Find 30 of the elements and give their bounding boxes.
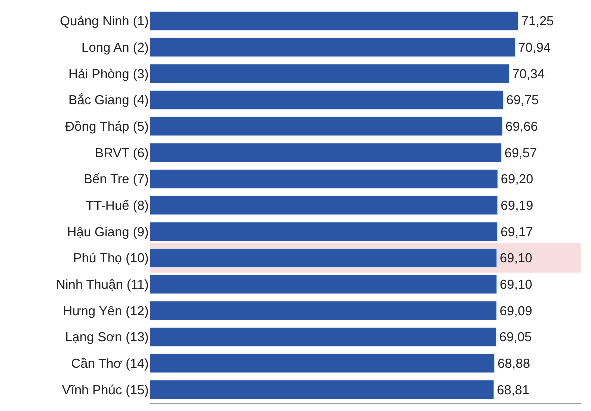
y-tick-label: Hải Phòng (3) bbox=[68, 66, 149, 82]
data-label: 69,10 bbox=[500, 250, 533, 266]
data-label: 69,75 bbox=[506, 92, 540, 108]
data-label: 68,88 bbox=[498, 356, 530, 371]
y-tick-label: Quảng Ninh (1) bbox=[60, 14, 149, 29]
y-tick-label: Đồng Tháp (5) bbox=[65, 119, 149, 134]
y-tick-label: Vĩnh Phúc (15) bbox=[62, 382, 149, 398]
data-label: 69,19 bbox=[500, 198, 534, 213]
y-tick-label: BRVT (6) bbox=[95, 145, 149, 160]
y-tick-label: Ninh Thuận (11) bbox=[56, 277, 149, 292]
data-label: 69,05 bbox=[500, 330, 532, 345]
data-label: 69,20 bbox=[501, 172, 534, 187]
y-tick-label: Cần Thơ (14) bbox=[71, 356, 149, 372]
y-tick-label: Bắc Giang (4) bbox=[68, 92, 149, 108]
y-tick-label: Hưng Yên (12) bbox=[63, 303, 149, 318]
data-label: 71,25 bbox=[522, 14, 554, 29]
y-tick-label: Bến Tre (7) bbox=[84, 172, 149, 187]
data-label: 69,57 bbox=[504, 145, 538, 160]
data-label: 69,10 bbox=[500, 277, 533, 292]
data-label: 69,66 bbox=[506, 119, 538, 134]
y-tick-label: TT-Huế (8) bbox=[86, 198, 149, 214]
data-label: 68,81 bbox=[497, 382, 530, 398]
y-tick-label: Lạng Sơn (13) bbox=[65, 330, 149, 345]
data-label: 69,17 bbox=[500, 224, 534, 240]
data-label: 69,09 bbox=[500, 303, 532, 318]
y-tick-label: Long An (2) bbox=[82, 40, 149, 56]
data-label: 70,34 bbox=[512, 66, 545, 82]
y-tick-label: Hậu Giang (9) bbox=[67, 224, 149, 240]
y-tick-label: Phú Thọ (10) bbox=[73, 250, 149, 266]
data-label: 70,94 bbox=[518, 40, 551, 55]
